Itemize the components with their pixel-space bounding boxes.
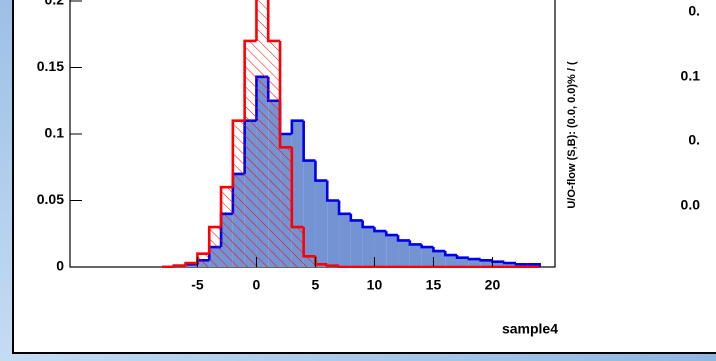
histogram-bar bbox=[339, 213, 351, 267]
histogram-bar bbox=[209, 227, 222, 267]
histogram-bar bbox=[350, 220, 363, 267]
histogram-outline bbox=[432, 247, 446, 253]
histogram-bar bbox=[398, 240, 410, 267]
y-tick-label: 0.2 bbox=[45, 0, 65, 8]
y-tick-label: 0.15 bbox=[37, 58, 64, 74]
histogram-bar bbox=[374, 231, 387, 267]
side-panel-tick-label: 0. bbox=[688, 132, 700, 148]
histogram-outline bbox=[219, 185, 233, 228]
histogram-bar bbox=[197, 253, 210, 267]
histogram-outline bbox=[443, 251, 458, 257]
histogram-bar bbox=[504, 263, 517, 267]
histogram-bar bbox=[232, 120, 245, 267]
histogram-bar bbox=[280, 147, 292, 267]
histogram-outline bbox=[325, 180, 340, 202]
histogram-bar bbox=[327, 200, 340, 267]
histogram-outline bbox=[337, 265, 351, 268]
histogram-bar bbox=[468, 259, 481, 267]
histogram-outline bbox=[290, 119, 304, 134]
histogram-outline bbox=[255, 0, 258, 41]
histogram-outline bbox=[502, 261, 517, 265]
histogram-outline bbox=[290, 147, 304, 229]
histogram-outline bbox=[314, 160, 328, 182]
histogram-outline bbox=[325, 264, 340, 267]
histogram-outline bbox=[349, 213, 363, 222]
histogram-outline bbox=[373, 227, 387, 233]
x-tick-label: 5 bbox=[312, 277, 320, 293]
histogram-outline bbox=[243, 39, 257, 121]
histogram-outline bbox=[455, 255, 469, 259]
histogram-bar bbox=[244, 40, 257, 268]
histogram-outline bbox=[408, 240, 422, 246]
histogram-bar bbox=[291, 120, 304, 267]
histogram-bar bbox=[527, 264, 540, 267]
histogram-outline bbox=[184, 261, 198, 266]
histogram-outline bbox=[361, 220, 375, 229]
side-panel-tick-label: 0.0 bbox=[681, 197, 701, 213]
histogram-outline bbox=[266, 0, 281, 43]
histogram-bar bbox=[315, 264, 328, 267]
histogram-outline bbox=[514, 263, 528, 266]
x-axis-label: sample4 bbox=[502, 321, 558, 337]
histogram-outline bbox=[207, 225, 222, 254]
histogram-bar bbox=[445, 255, 458, 267]
histogram-outline bbox=[479, 259, 493, 262]
histogram-bar bbox=[457, 257, 469, 267]
histogram-outline bbox=[337, 200, 351, 216]
y-tick-label: 0 bbox=[56, 258, 64, 274]
x-tick-label: 20 bbox=[485, 277, 501, 293]
x-tick-label: 15 bbox=[426, 277, 442, 293]
histogram-bar bbox=[303, 160, 316, 267]
histogram-bar bbox=[256, 0, 269, 267]
histogram-bar bbox=[315, 180, 328, 267]
histogram-bar bbox=[492, 261, 505, 267]
histogram-bar bbox=[516, 264, 528, 267]
histogram-bar bbox=[433, 251, 446, 267]
plot-area bbox=[162, 0, 541, 268]
histogram-bar bbox=[386, 235, 399, 267]
histogram-bar bbox=[268, 40, 281, 268]
y-tick-label: 0.05 bbox=[37, 191, 64, 207]
histogram-outline bbox=[302, 227, 316, 258]
histogram-bar bbox=[421, 247, 434, 267]
histogram-outline bbox=[278, 40, 292, 149]
histogram-outline bbox=[231, 119, 245, 188]
x-tick-label: -5 bbox=[191, 277, 204, 293]
histogram-bar bbox=[291, 227, 304, 267]
y-tick-label: 0.1 bbox=[45, 125, 65, 141]
histogram-bar bbox=[303, 256, 316, 267]
histogram-outline bbox=[491, 260, 505, 263]
histogram-outline bbox=[384, 231, 399, 237]
side-panel-tick-label: 0.1 bbox=[681, 68, 701, 84]
histogram-outline bbox=[302, 120, 316, 162]
histogram-outline bbox=[467, 257, 481, 261]
histogram-outline bbox=[396, 235, 410, 242]
histogram-bar bbox=[185, 263, 198, 267]
histogram-outline bbox=[172, 264, 186, 267]
side-panel-tick-label: 0. bbox=[688, 3, 700, 19]
histogram-bar bbox=[409, 244, 422, 267]
x-tick-label: 0 bbox=[253, 277, 261, 293]
histogram-bar bbox=[480, 260, 493, 267]
histogram-bar bbox=[221, 187, 233, 267]
x-tick-label: 10 bbox=[367, 277, 383, 293]
histogram-outline bbox=[420, 244, 434, 249]
side-label: U/O-flow (S,B): (0.0, 0.0)% / ( bbox=[566, 61, 578, 209]
histogram-bar bbox=[362, 227, 375, 267]
